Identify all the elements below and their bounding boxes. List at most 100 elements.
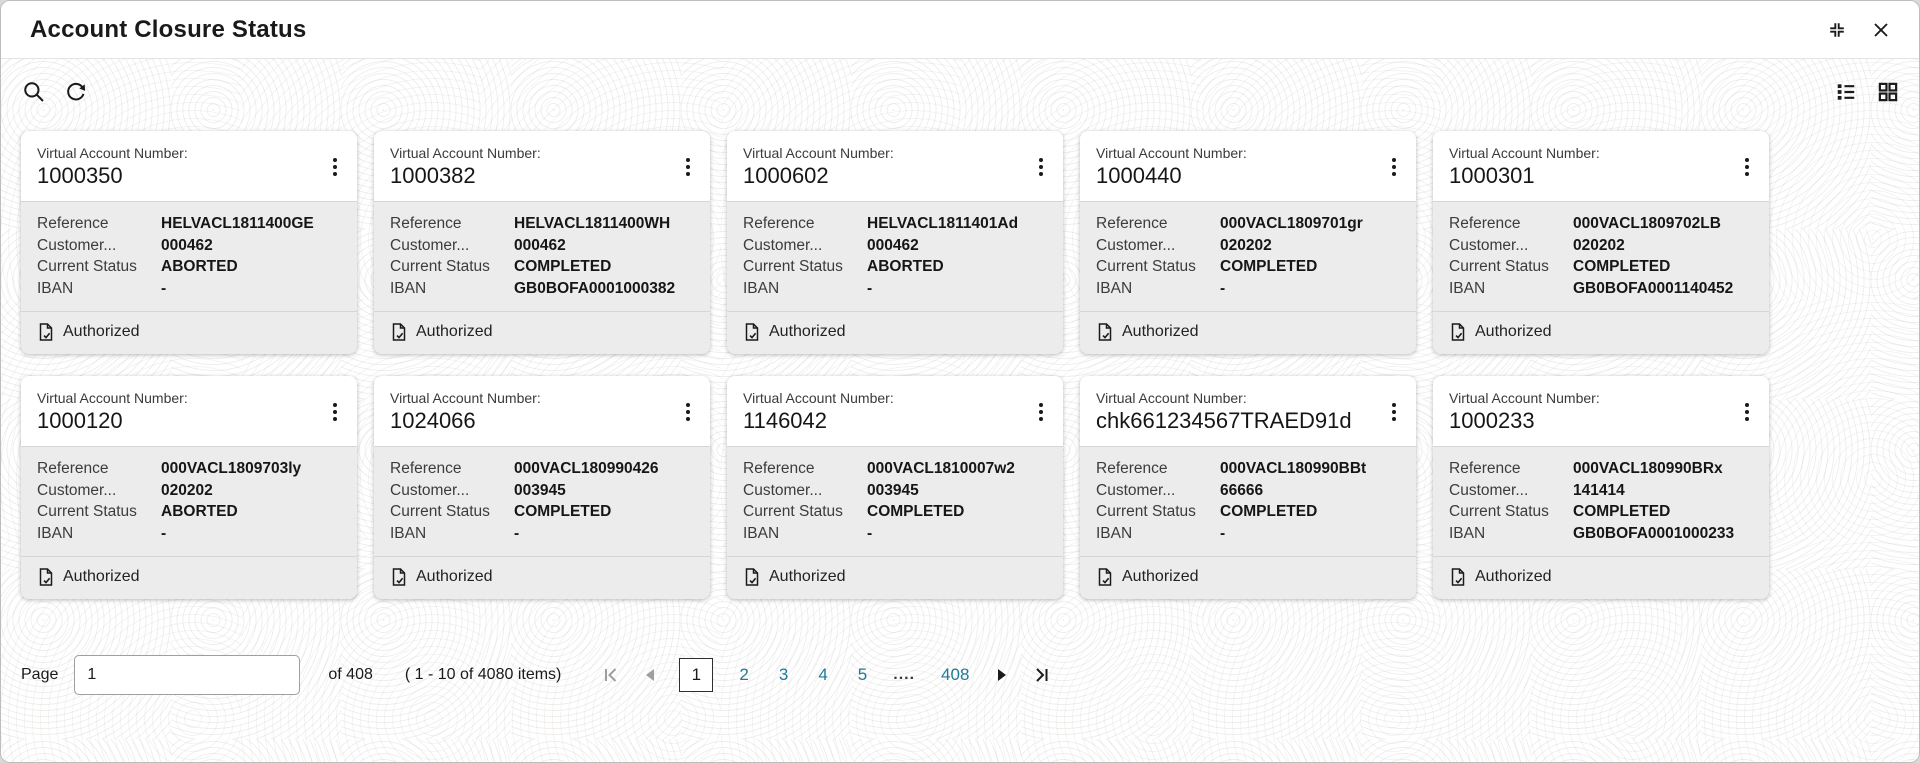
current-status-value: COMPLETED xyxy=(1573,258,1671,275)
card-header: Virtual Account Number: chk661234567TRAE… xyxy=(1080,376,1416,446)
card-body: Reference 000VACL1809702LB Customer... 0… xyxy=(1433,201,1769,311)
kebab-menu-button[interactable] xyxy=(1739,399,1755,425)
next-page-button[interactable] xyxy=(995,667,1009,683)
card-header: Virtual Account Number: 1000120 xyxy=(21,376,357,446)
current-status-label: Current Status xyxy=(1096,258,1196,275)
card-body: Reference HELVACL1811400GE Customer... 0… xyxy=(21,201,357,311)
card-body: Reference 000VACL1809703ly Customer... 0… xyxy=(21,446,357,556)
card-header: Virtual Account Number: 1024066 xyxy=(374,376,710,446)
kebab-menu-button[interactable] xyxy=(680,399,696,425)
page-link[interactable]: 4 xyxy=(814,663,831,687)
account-card[interactable]: Virtual Account Number: 1000602 Referenc… xyxy=(727,131,1063,354)
card-body: Reference 000VACL180990BRx Customer... 1… xyxy=(1433,446,1769,556)
reference-label: Reference xyxy=(390,215,462,232)
authorized-doc-check-icon xyxy=(745,323,759,341)
iban-value: GB0BOFA0001000382 xyxy=(514,279,676,297)
authorized-doc-check-icon xyxy=(392,323,406,341)
kebab-menu-button[interactable] xyxy=(327,399,343,425)
card-body: Reference 000VACL1810007w2 Customer... 0… xyxy=(727,446,1063,556)
iban-label: IBAN xyxy=(1096,524,1133,542)
kebab-menu-button[interactable] xyxy=(1386,154,1402,180)
current-status-label: Current Status xyxy=(37,258,137,275)
virtual-account-number-label: Virtual Account Number: xyxy=(1096,389,1247,406)
authorized-doc-check-icon xyxy=(39,568,53,586)
current-status-label: Current Status xyxy=(390,503,490,520)
page-link[interactable]: 3 xyxy=(775,663,792,687)
previous-page-button[interactable] xyxy=(643,667,657,683)
authorization-status: Authorized xyxy=(1475,568,1552,585)
card-footer: Authorized xyxy=(21,311,357,354)
customer-value: 000462 xyxy=(161,236,213,254)
grid-view-button[interactable] xyxy=(1877,81,1899,103)
virtual-account-number-label: Virtual Account Number: xyxy=(1096,144,1247,161)
reference-value: HELVACL1811400GE xyxy=(161,215,314,232)
authorization-status: Authorized xyxy=(63,323,140,340)
card-footer: Authorized xyxy=(1433,556,1769,599)
page-link[interactable]: 2 xyxy=(735,663,752,687)
reference-label: Reference xyxy=(1096,460,1168,477)
reference-value: 000VACL1810007w2 xyxy=(867,460,1015,477)
kebab-icon xyxy=(1039,402,1043,407)
first-page-button[interactable] xyxy=(601,665,621,685)
account-card[interactable]: Virtual Account Number: 1000350 Referenc… xyxy=(21,131,357,354)
virtual-account-number-label: Virtual Account Number: xyxy=(37,144,188,161)
last-page-button[interactable] xyxy=(1031,665,1051,685)
customer-value: 66666 xyxy=(1220,481,1264,499)
account-card[interactable]: Virtual Account Number: 1000120 Referenc… xyxy=(21,376,357,599)
reference-value: 000VACL180990BBt xyxy=(1220,460,1367,477)
authorization-status: Authorized xyxy=(1122,568,1199,585)
reference-value: HELVACL1811401Ad xyxy=(867,215,1019,232)
kebab-menu-button[interactable] xyxy=(1033,154,1049,180)
page-label: Page xyxy=(21,666,59,683)
virtual-account-number-label: Virtual Account Number: xyxy=(390,389,541,406)
kebab-menu-button[interactable] xyxy=(1739,154,1755,180)
close-button[interactable] xyxy=(1871,20,1891,40)
current-status-value: ABORTED xyxy=(161,503,238,520)
iban-label: IBAN xyxy=(743,524,780,542)
page-title: Account Closure Status xyxy=(30,15,307,43)
collapse-button[interactable] xyxy=(1827,20,1847,40)
card-footer: Authorized xyxy=(374,556,710,599)
refresh-button[interactable] xyxy=(63,79,89,105)
toolbar xyxy=(21,59,1899,107)
virtual-account-number-value: 1000382 xyxy=(390,162,476,188)
authorized-doc-check-icon xyxy=(39,323,53,341)
kebab-icon xyxy=(333,157,337,162)
account-card[interactable]: Virtual Account Number: 1024066 Referenc… xyxy=(374,376,710,599)
reference-value: HELVACL1811400WH xyxy=(514,215,671,232)
authorized-doc-check-icon xyxy=(1451,568,1465,586)
current-status-value: ABORTED xyxy=(867,258,944,275)
kebab-icon xyxy=(686,402,690,407)
account-card[interactable]: Virtual Account Number: chk661234567TRAE… xyxy=(1080,376,1416,599)
kebab-menu-button[interactable] xyxy=(327,154,343,180)
customer-label: Customer... xyxy=(1449,481,1529,499)
kebab-menu-button[interactable] xyxy=(1033,399,1049,425)
last-page-link[interactable]: 408 xyxy=(937,663,973,687)
card-header: Virtual Account Number: 1146042 xyxy=(727,376,1063,446)
current-status-value: ABORTED xyxy=(161,258,238,275)
account-card[interactable]: Virtual Account Number: 1000233 Referenc… xyxy=(1433,376,1769,599)
kebab-menu-button[interactable] xyxy=(1386,399,1402,425)
authorization-status: Authorized xyxy=(769,568,846,585)
account-card[interactable]: Virtual Account Number: 1000301 Referenc… xyxy=(1433,131,1769,354)
iban-label: IBAN xyxy=(1449,524,1486,542)
page-total: of 408 xyxy=(328,666,373,683)
customer-value: 020202 xyxy=(1220,236,1272,254)
account-card[interactable]: Virtual Account Number: 1000440 Referenc… xyxy=(1080,131,1416,354)
kebab-icon xyxy=(1745,402,1749,407)
kebab-menu-button[interactable] xyxy=(680,154,696,180)
search-button[interactable] xyxy=(21,79,47,105)
first-page-icon xyxy=(605,668,617,682)
page-input[interactable] xyxy=(74,655,301,695)
account-card[interactable]: Virtual Account Number: 1000382 Referenc… xyxy=(374,131,710,354)
current-status-label: Current Status xyxy=(743,258,843,275)
current-page[interactable]: 1 xyxy=(679,658,714,692)
page-link[interactable]: 5 xyxy=(854,663,871,687)
account-card[interactable]: Virtual Account Number: 1146042 Referenc… xyxy=(727,376,1063,599)
list-view-button[interactable] xyxy=(1835,81,1857,103)
current-status-value: COMPLETED xyxy=(1220,258,1318,275)
iban-value: - xyxy=(1220,279,1226,297)
authorization-status: Authorized xyxy=(1475,323,1552,340)
customer-value: 000462 xyxy=(514,236,566,254)
